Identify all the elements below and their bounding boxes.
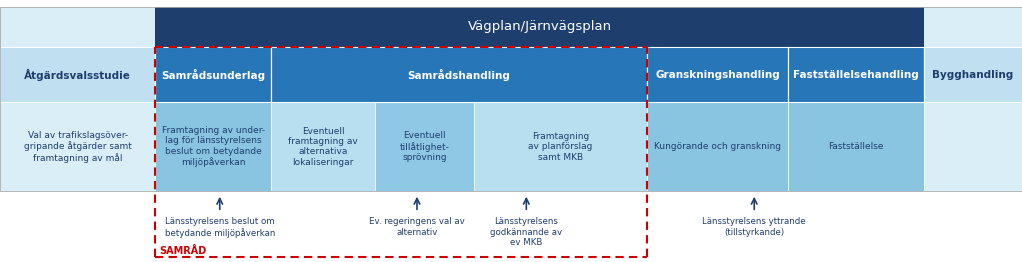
Bar: [0, 7, 1022, 191]
Text: Kungörande och granskning: Kungörande och granskning: [654, 142, 781, 151]
Bar: [271, 47, 647, 102]
Bar: [0, 7, 1022, 191]
Bar: [155, 7, 924, 47]
Text: Länsstyrelsens
godkännande av
ev MKB: Länsstyrelsens godkännande av ev MKB: [491, 217, 562, 247]
Text: Åtgärdsvalsstudie: Åtgärdsvalsstudie: [25, 69, 131, 81]
Bar: [0, 102, 155, 191]
Text: Eventuell
tillåtlighet-
sprövning: Eventuell tillåtlighet- sprövning: [400, 131, 450, 162]
Bar: [788, 102, 924, 191]
Text: Bygghandling: Bygghandling: [932, 70, 1014, 80]
Text: Vägplan/Järnvägsplan: Vägplan/Järnvägsplan: [467, 20, 612, 33]
Text: Val av trafikslagsöver-
gripande åtgärder samt
framtagning av mål: Val av trafikslagsöver- gripande åtgärde…: [24, 131, 132, 163]
Text: Eventuell
framtagning av
alternativa
lokaliseringar: Eventuell framtagning av alternativa lok…: [288, 127, 358, 167]
Bar: [924, 102, 1022, 191]
Text: Samrådshandling: Samrådshandling: [408, 69, 510, 81]
Text: Framtagning av under-
lag för länsstyrelsens
beslut om betydande
miljöpåverkan: Framtagning av under- lag för länsstyrel…: [161, 126, 265, 167]
Text: Samrådsunderlag: Samrådsunderlag: [161, 69, 265, 81]
Text: SAMRÅD: SAMRÅD: [159, 246, 206, 256]
Text: Granskningshandling: Granskningshandling: [655, 70, 780, 80]
Bar: [155, 102, 271, 191]
Bar: [474, 102, 647, 191]
Text: Fastställelse: Fastställelse: [828, 142, 884, 151]
Bar: [647, 47, 788, 102]
Text: Länsstyrelsens yttrande
(tillstyrkande): Länsstyrelsens yttrande (tillstyrkande): [702, 217, 806, 237]
Bar: [0, 47, 155, 102]
Bar: [647, 102, 788, 191]
Bar: [924, 7, 1022, 47]
Bar: [788, 47, 924, 102]
Text: Framtagning
av planförslag
samt MKB: Framtagning av planförslag samt MKB: [528, 132, 593, 162]
Bar: [0, 7, 155, 47]
Bar: [0, 7, 1022, 191]
Text: Ev. regeringens val av
alternativ: Ev. regeringens val av alternativ: [369, 217, 465, 237]
Bar: [924, 47, 1022, 102]
Text: Länsstyrelsens beslut om
betydande miljöpåverkan: Länsstyrelsens beslut om betydande miljö…: [165, 217, 275, 238]
Text: Fastställelsehandling: Fastställelsehandling: [793, 70, 919, 80]
Bar: [375, 102, 474, 191]
Bar: [271, 102, 375, 191]
Bar: [155, 47, 271, 102]
